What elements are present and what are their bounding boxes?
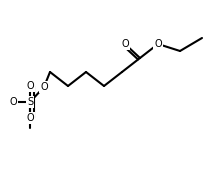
Text: O: O (26, 81, 34, 91)
Text: O: O (154, 39, 162, 49)
Text: O: O (40, 82, 48, 92)
Text: S: S (27, 97, 33, 107)
Text: O: O (121, 39, 129, 49)
Text: O: O (9, 97, 17, 107)
Text: O: O (26, 113, 34, 123)
